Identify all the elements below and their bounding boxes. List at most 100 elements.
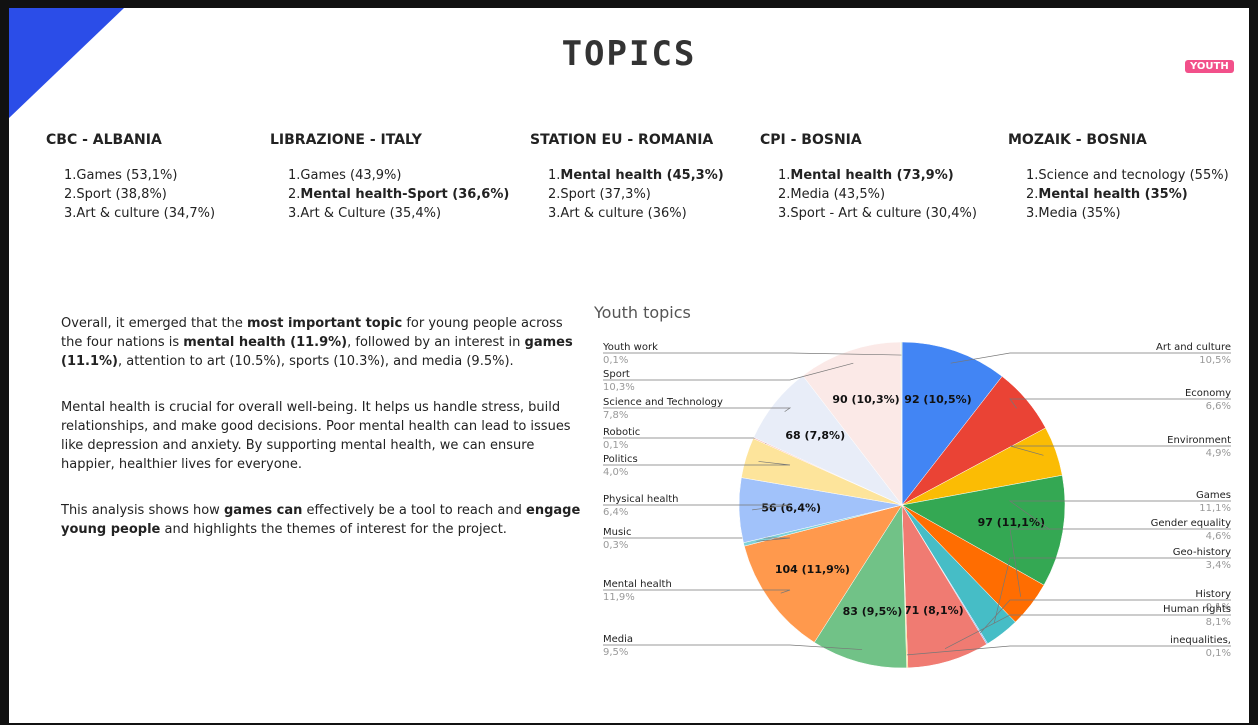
percent-label: 6,6% (1206, 401, 1231, 412)
category-label: Economy (1185, 388, 1231, 399)
category-label: Gender equality (1151, 518, 1231, 529)
text-run: games (11.1%) (61, 335, 573, 369)
list-item: 1.Mental health (73,9%) (778, 166, 977, 185)
paragraph: Mental health is crucial for overall wel… (61, 398, 581, 474)
category-label: inequalities, (1170, 635, 1231, 646)
percent-label: 3,4% (1206, 560, 1231, 571)
percent-label: 10,5% (1199, 355, 1231, 366)
item-text: Media (35%) (1038, 206, 1121, 221)
category-label: Robotic (603, 427, 640, 438)
list-item: 1.Science and tecnology (55%) (1026, 166, 1229, 185)
category-label: Science and Technology (603, 397, 723, 408)
percent-label: 9,5% (603, 647, 628, 658)
item-number: 3. (288, 206, 301, 221)
pie-slice (901, 341, 1003, 506)
item-text: Mental health (73,9%) (790, 168, 954, 183)
percent-label: 10,3% (603, 382, 635, 393)
leader-line (980, 599, 1231, 634)
item-number: 2. (548, 187, 561, 202)
text-run: most important topic (246, 316, 403, 331)
category-label: Games (1196, 490, 1231, 501)
leader-line (906, 645, 1231, 656)
slice-label: 68 (7,8%) (785, 429, 845, 442)
column-heading: LIBRAZIONE - ITALY (270, 132, 422, 148)
category-label: Youth work (602, 342, 658, 353)
category-label: History (1195, 589, 1231, 600)
chart-title: Youth topics (593, 303, 691, 322)
leader-line (950, 352, 1231, 364)
percent-label: 0,1% (603, 440, 628, 451)
leader-line (1009, 445, 1231, 456)
item-text: Mental health-Sport (36,6%) (300, 187, 510, 202)
list-item: 3.Art & culture (34,7%) (64, 204, 215, 223)
item-number: 2. (1026, 187, 1039, 202)
list-item: 1.Games (43,9%) (288, 166, 509, 185)
slice-label: 90 (10,3%) (832, 393, 899, 406)
leader-line (603, 504, 791, 511)
slice-label: 83 (9,5%) (843, 605, 903, 618)
item-text: Sport (37,3%) (560, 187, 651, 202)
leader-line (603, 589, 791, 594)
percent-label: 0,1% (1206, 648, 1231, 659)
item-text: Sport - Art & culture (30,4%) (790, 206, 977, 221)
percent-label: 0,1% (1206, 602, 1231, 613)
item-text: Mental health (45,3%) (560, 168, 724, 183)
item-text: Art & Culture (35,4%) (300, 206, 442, 221)
list-item: 1.Mental health (45,3%) (548, 166, 724, 185)
leader-line (603, 407, 792, 412)
pie-slice (813, 504, 907, 669)
list-item: 3.Media (35%) (1026, 204, 1229, 223)
percent-label: 0,3% (603, 540, 628, 551)
category-label: Politics (603, 454, 638, 465)
leader-line (603, 352, 902, 356)
category-label: Environment (1167, 435, 1231, 446)
corner-triangle (9, 8, 124, 118)
item-number: 3. (64, 206, 77, 221)
text-run: , attention to art (10.5%), sports (10.3… (117, 354, 514, 369)
category-label: Physical health (603, 494, 679, 505)
percent-label: 6,4% (603, 507, 628, 518)
column: STATION EU - ROMANIA 1.Mental health (45,… (530, 132, 724, 223)
item-text: Mental health (35%) (1038, 187, 1188, 202)
percent-label: 4,9% (1206, 448, 1231, 459)
leader-line (603, 644, 863, 650)
item-number: 1. (64, 168, 77, 183)
list-item: 3.Sport - Art & culture (30,4%) (778, 204, 977, 223)
column: CPI - BOSNIA 1.Mental health (73,9%) 2.Med… (760, 132, 977, 223)
item-text: Media (43,5%) (790, 187, 886, 202)
slice-label: 71 (8,1%) (904, 604, 964, 617)
item-text: Art & culture (34,7%) (76, 206, 216, 221)
percent-label: 7,8% (603, 410, 628, 421)
leader-line (603, 362, 854, 381)
percent-label: 8,1% (1206, 617, 1231, 628)
list-item: 2.Sport (38,8%) (64, 185, 215, 204)
list-item: 1.Games (53,1%) (64, 166, 215, 185)
text-block: Overall, it emerged that the most import… (61, 314, 581, 566)
text-run: engage young people (61, 503, 581, 537)
item-text: Sport (38,8%) (76, 187, 167, 202)
leader-line (944, 614, 1231, 649)
percent-label: 4,0% (603, 467, 628, 478)
percent-label: 11,9% (603, 592, 635, 603)
item-text: Science and tecnology (55%) (1038, 168, 1229, 183)
paragraph: This analysis shows how games can effect… (61, 501, 581, 539)
list-item: 2.Media (43,5%) (778, 185, 977, 204)
leader-line (1009, 528, 1231, 597)
text-run: and highlights the themes of interest fo… (160, 522, 507, 537)
text-run: mental health (11.9%) (183, 335, 348, 350)
column-heading: CBC - ALBANIA (46, 132, 162, 148)
text-run: games can (223, 503, 303, 518)
leader-line (1008, 500, 1231, 530)
percent-label: 11,1% (1199, 503, 1231, 514)
pie-slice (900, 341, 903, 506)
text-run: , followed by an interest in (347, 335, 525, 350)
item-number: 1. (778, 168, 791, 183)
percent-label: 0,1% (603, 355, 628, 366)
slice-label: 97 (11,1%) (978, 516, 1045, 529)
category-label: Mental health (603, 579, 672, 590)
column-heading: STATION EU - ROMANIA (530, 132, 714, 148)
item-number: 2. (288, 187, 301, 202)
item-number: 1. (1026, 168, 1039, 183)
item-number: 1. (288, 168, 301, 183)
